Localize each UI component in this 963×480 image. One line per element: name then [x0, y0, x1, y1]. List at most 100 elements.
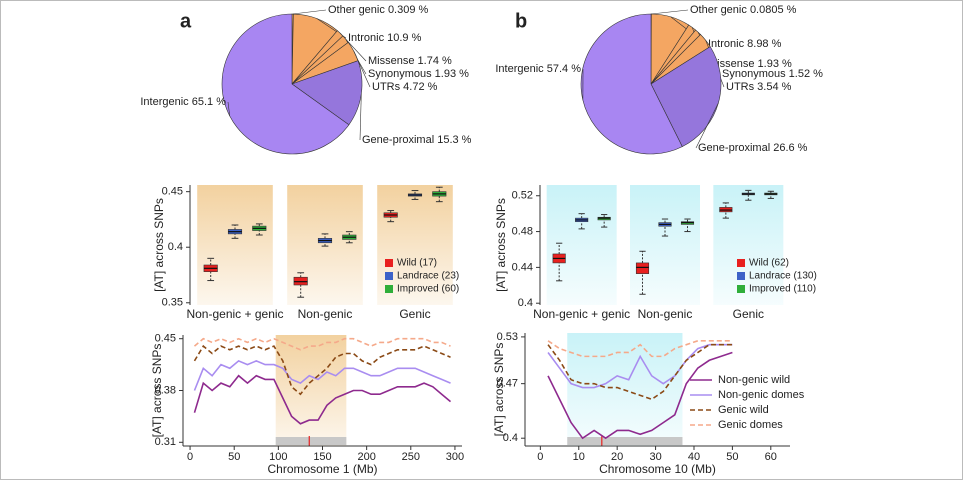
slice-label: Missense 1.93 % — [708, 58, 792, 70]
series-line — [547, 339, 733, 358]
y-axis-label: [AT] across SNPs — [492, 343, 506, 437]
slice-value: 0.309 % — [388, 4, 429, 16]
x-tick-label: 0 — [537, 451, 543, 463]
slice-category: Synonymous — [722, 68, 786, 80]
slice-category: Other genic — [328, 4, 385, 16]
x-tick-label: Non-genic + genic — [186, 307, 283, 321]
x-tick-label: Non-genic — [638, 307, 693, 321]
group-band — [630, 185, 700, 305]
slice-label: UTRs 3.54 % — [726, 81, 792, 93]
leader-line — [695, 102, 719, 149]
x-tick-label: Non-genic + genic — [533, 307, 630, 321]
slice-value: 1.93 % — [758, 58, 792, 70]
slice-category: Other genic — [690, 4, 747, 16]
series-line — [547, 343, 733, 401]
y-tick-label: 0.44 — [512, 261, 533, 273]
y-tick-label: 0.38 — [155, 384, 176, 396]
slice-value: 4.72 % — [403, 81, 437, 93]
x-tick-label: 250 — [402, 451, 420, 463]
legend-label: Genic wild — [718, 404, 769, 416]
y-tick-label: 0.4 — [503, 432, 518, 444]
slice-category: Intergenic — [140, 96, 189, 108]
slice-category: Gene-proximal — [698, 142, 770, 154]
series-line — [193, 344, 451, 396]
series-line — [193, 359, 451, 391]
slice-label: Gene-proximal 26.6 % — [698, 142, 808, 154]
leader-line — [651, 9, 689, 15]
x-axis-label: Chromosome 10 (Mb) — [599, 462, 716, 476]
y-tick-label: 0.48 — [512, 225, 533, 237]
slice-category: UTRs — [372, 81, 401, 93]
x-tick-label: 200 — [357, 451, 375, 463]
slice-value: 3.54 % — [757, 81, 791, 93]
legend-swatch — [737, 272, 745, 280]
slice-value: 57.4 % — [547, 63, 581, 75]
x-tick-label: 50 — [228, 451, 240, 463]
slice-label: Other genic 0.309 % — [328, 4, 429, 16]
region-bar — [275, 437, 347, 445]
legend-label: Landrace (130) — [749, 271, 817, 282]
x-tick-label: 300 — [446, 451, 464, 463]
x-tick-label: 150 — [313, 451, 331, 463]
slice-value: 10.9 % — [387, 32, 421, 44]
slice-label: Other genic 0.0805 % — [690, 4, 797, 16]
y-tick-label: 0.53 — [497, 331, 518, 343]
panel-label: a — [180, 10, 192, 32]
slice-label: Missense 1.74 % — [368, 55, 452, 67]
highlight-region — [275, 335, 347, 446]
slice-category: Synonymous — [368, 68, 432, 80]
slice-category: Intergenic — [495, 63, 544, 75]
leader-line — [292, 9, 327, 15]
legend-label: Wild (17) — [397, 258, 437, 269]
legend-label: Non-genic domes — [718, 389, 805, 401]
y-axis-label: [AT] across SNPs — [150, 344, 164, 438]
y-tick-label: 0.31 — [155, 436, 176, 448]
slice-label: UTRs 4.72 % — [372, 81, 438, 93]
legend-label: Landrace (23) — [397, 271, 459, 282]
x-tick-label: 30 — [649, 451, 661, 463]
region-bar — [567, 437, 683, 445]
x-tick-label: Genic — [733, 307, 764, 321]
slice-value: 8.98 % — [747, 38, 781, 50]
x-tick-label: 0 — [187, 451, 193, 463]
box — [635, 262, 650, 274]
panel-label: b — [515, 10, 527, 32]
legend-swatch — [385, 285, 393, 293]
x-tick-label: 20 — [611, 451, 623, 463]
leader-line — [359, 93, 362, 141]
slice-label: Gene-proximal 15.3 % — [362, 134, 472, 146]
legend-label: Improved (60) — [397, 284, 459, 295]
slice-label: Synonymous 1.52 % — [722, 68, 823, 80]
group-band — [197, 185, 273, 305]
x-tick-label: Genic — [399, 307, 430, 321]
slice-value: 26.6 % — [773, 142, 807, 154]
slice-value: 15.3 % — [437, 134, 471, 146]
legend-swatch — [737, 259, 745, 267]
slice-value: 1.93 % — [435, 68, 469, 80]
legend-label: Wild (62) — [749, 258, 789, 269]
series-line — [547, 343, 733, 389]
group-band — [713, 185, 784, 305]
slice-category: Missense — [368, 55, 414, 67]
x-tick-label: Non-genic — [298, 307, 353, 321]
legend-swatch — [737, 285, 745, 293]
series-line — [193, 374, 452, 425]
series-line — [193, 337, 451, 351]
legend-label: Non-genic wild — [718, 374, 790, 386]
x-axis-label: Chromosome 1 (Mb) — [267, 462, 377, 476]
slice-category: UTRs — [726, 81, 755, 93]
slice-category: Intronic — [708, 38, 745, 50]
y-tick-label: 0.45 — [155, 333, 176, 345]
x-tick-label: 60 — [765, 451, 777, 463]
legend-swatch — [385, 272, 393, 280]
y-axis-label: [AT] across SNPs — [152, 198, 166, 292]
slice-label: Synonymous 1.93 % — [368, 68, 469, 80]
y-tick-label: 0.45 — [162, 186, 183, 198]
y-tick-label: 0.4 — [518, 297, 533, 309]
y-axis-label: [AT] across SNPs — [494, 198, 508, 292]
slice-label: Intergenic 65.1 % — [140, 96, 226, 108]
legend-label: Genic domes — [718, 419, 783, 431]
legend-swatch — [385, 259, 393, 267]
x-tick-label: 100 — [269, 451, 287, 463]
leader-line — [227, 101, 231, 117]
